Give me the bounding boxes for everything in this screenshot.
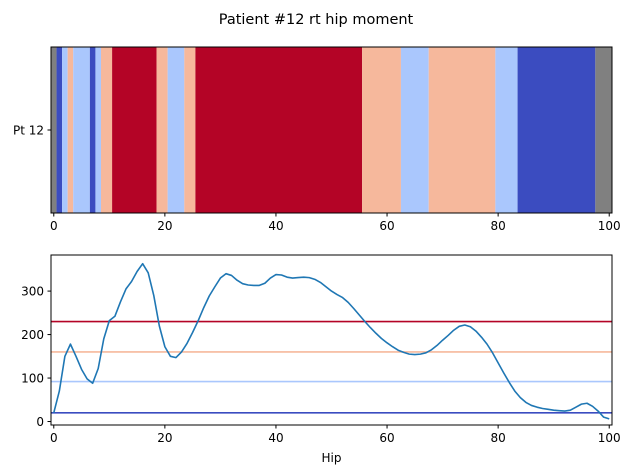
heatmap-segment-7 bbox=[100, 47, 113, 213]
heatmap-segment-11 bbox=[184, 47, 196, 213]
heatmap-x-axis: 0 20 40 60 80 100 bbox=[50, 213, 621, 233]
heatmap-segment-17 bbox=[517, 47, 596, 213]
line-panel: 0 20 40 60 80 100 0 100 200 300 Hip bbox=[21, 254, 621, 465]
row-label: Pt 12 bbox=[13, 124, 44, 138]
x-tick-label: 20 bbox=[157, 219, 172, 233]
heatmap-segment-4 bbox=[73, 47, 90, 213]
heatmap-segment-16 bbox=[495, 47, 518, 213]
x-tick-label: 100 bbox=[598, 431, 621, 445]
x-tick-label: 80 bbox=[490, 431, 505, 445]
x-tick-label: 0 bbox=[50, 431, 58, 445]
heatmap-segment-1 bbox=[56, 47, 63, 213]
heatmap-segment-10 bbox=[167, 47, 185, 213]
x-tick-label: 60 bbox=[379, 431, 394, 445]
heatmap-segment-5 bbox=[89, 47, 96, 213]
y-tick-label: 300 bbox=[21, 284, 44, 298]
heatmap-segment-8 bbox=[112, 47, 157, 213]
line-y-axis: 0 100 200 300 bbox=[21, 284, 51, 429]
heatmap-segment-14 bbox=[400, 47, 429, 213]
y-tick-label: 0 bbox=[36, 415, 44, 429]
x-tick-label: 20 bbox=[157, 431, 172, 445]
threshold-lines bbox=[51, 320, 612, 414]
x-axis-label: Hip bbox=[322, 451, 342, 465]
heatmap-segment-3 bbox=[67, 47, 74, 213]
heatmap-segment-6 bbox=[95, 47, 101, 213]
x-tick-label: 40 bbox=[268, 431, 283, 445]
heatmap-segment-12 bbox=[195, 47, 363, 213]
heatmap-segment-18 bbox=[595, 47, 612, 213]
heatmap-segment-15 bbox=[428, 47, 496, 213]
x-tick-label: 80 bbox=[490, 219, 505, 233]
heatmap-segments bbox=[51, 47, 612, 213]
series-line-0 bbox=[53, 262, 610, 420]
x-tick-label: 0 bbox=[50, 219, 58, 233]
y-tick-label: 200 bbox=[21, 328, 44, 342]
x-tick-label: 40 bbox=[268, 219, 283, 233]
heatmap-segment-2 bbox=[62, 47, 68, 213]
heatmap-panel: 0 20 40 60 80 100 Pt 12 bbox=[13, 46, 621, 233]
heatmap-segment-0 bbox=[51, 47, 57, 213]
x-tick-label: 60 bbox=[379, 219, 394, 233]
line-x-axis: 0 20 40 60 80 100 bbox=[50, 425, 621, 445]
heatmap-segment-9 bbox=[156, 47, 168, 213]
y-tick-label: 100 bbox=[21, 371, 44, 385]
x-tick-label: 100 bbox=[598, 219, 621, 233]
series-lines bbox=[53, 262, 610, 420]
figure-title: Patient #12 rt hip moment bbox=[219, 12, 414, 28]
heatmap-segment-13 bbox=[362, 47, 401, 213]
line-frame bbox=[50, 254, 613, 426]
